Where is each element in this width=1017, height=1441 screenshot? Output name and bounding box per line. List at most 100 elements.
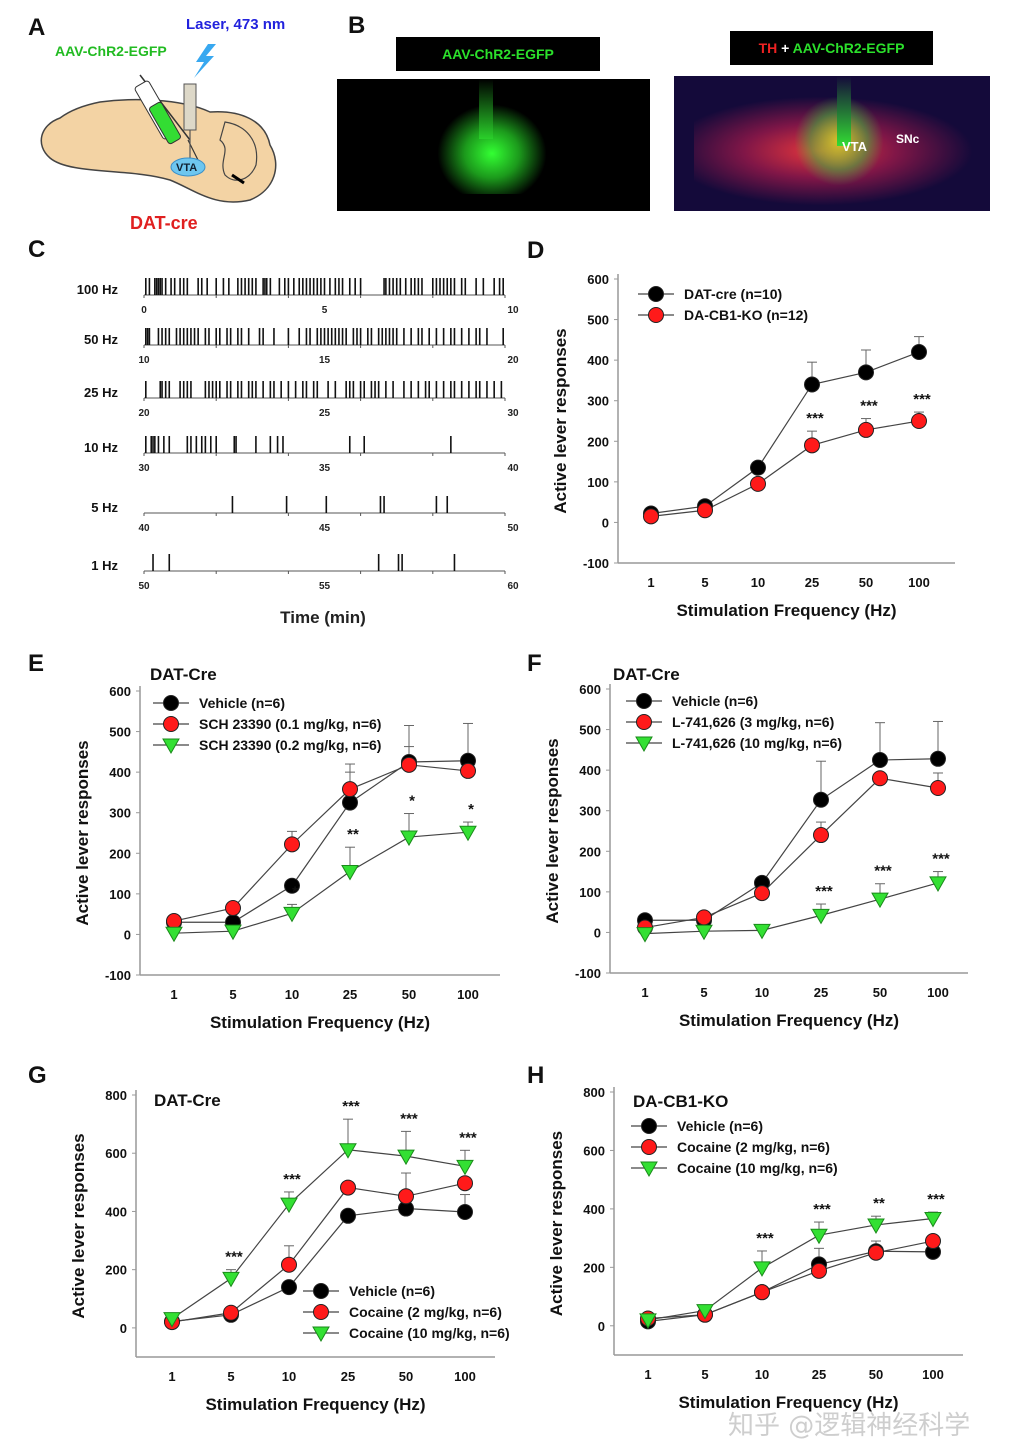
series-2 — [647, 1211, 938, 1321]
x-tick-label: 5 — [227, 1369, 234, 1384]
snc-image-label: SNc — [896, 132, 920, 146]
data-point — [695, 924, 713, 941]
series-line — [174, 760, 469, 923]
chart-panel-h: 0 200 400 600 800 1 5 10 25 50 100 Stimulation Freq… — [547, 1085, 963, 1412]
x-tick-label: 5 — [229, 987, 236, 1002]
y-tick-label: 0 — [594, 925, 601, 940]
legend: Vehicle (n=6) L-741,626 (3 mg/kg, n=6) L-7… — [626, 693, 842, 753]
raster-row-label: 5 Hz — [91, 500, 118, 515]
series-1 — [173, 746, 469, 922]
caption-plus: + — [777, 40, 793, 56]
caption-th: TH — [758, 40, 778, 56]
panel-letter-b: B — [348, 12, 366, 39]
data-point — [643, 508, 659, 525]
raster-tick-label: 25 — [319, 408, 331, 419]
series-0 — [650, 336, 924, 515]
data-point — [811, 1262, 827, 1279]
legend-marker — [312, 1326, 330, 1343]
x-tick-label: 50 — [873, 985, 887, 1000]
egfp-micrograph — [337, 79, 650, 211]
y-tick-label: 100 — [109, 887, 131, 902]
panel-letter-d: D — [527, 237, 545, 264]
legend-marker — [313, 1283, 329, 1299]
series-line — [647, 1240, 934, 1320]
y-tick-label: 0 — [598, 1319, 605, 1334]
series-line — [645, 758, 939, 921]
legend-marker — [163, 695, 179, 711]
y-tick-label: 400 — [583, 1202, 605, 1217]
y-axis-label: Active lever responses — [73, 740, 92, 925]
significance-marker: ** — [873, 1195, 885, 1212]
series-line — [647, 1250, 934, 1322]
chart-panel-g: 0 200 400 600 800 1 5 10 25 50 100 Stimulation Freq… — [69, 1088, 510, 1414]
significance-marker: * — [292, 883, 298, 900]
data-point — [911, 344, 927, 361]
panel-letter-f: F — [527, 650, 542, 677]
merged-micrograph: VTA SNc — [674, 76, 990, 211]
mouse-line-label: DAT-cre — [130, 213, 198, 233]
chart-title: DAT-Cre — [613, 665, 680, 684]
legend-marker — [635, 736, 653, 753]
x-axis-label: Stimulation Frequency (Hz) — [679, 1011, 899, 1030]
legend-marker — [641, 1118, 657, 1134]
data-point — [165, 926, 183, 943]
y-tick-label: 400 — [105, 1204, 127, 1219]
y-tick-label: 200 — [109, 846, 131, 861]
data-point — [225, 900, 241, 917]
x-axis-label: Stimulation Frequency (Hz) — [678, 1393, 898, 1412]
series-line — [647, 1217, 934, 1321]
data-point — [930, 750, 946, 767]
raster-tick-label: 20 — [138, 408, 150, 419]
y-axis-label: Active lever responses — [551, 328, 570, 513]
vta-label: VTA — [176, 162, 197, 174]
y-tick-label: 600 — [579, 682, 601, 697]
y-tick-label: 600 — [583, 1143, 605, 1158]
y-axis-label: Active lever responses — [543, 738, 562, 923]
raster-tick-label: 35 — [319, 463, 331, 474]
significance-marker: *** — [342, 1098, 360, 1115]
legend-label: L-741,626 (10 mg/kg, n=6) — [672, 735, 842, 751]
significance-marker: *** — [806, 410, 824, 427]
data-point — [223, 1304, 239, 1321]
legend-label: Vehicle (n=6) — [672, 693, 758, 709]
series-1 — [171, 1172, 466, 1323]
data-point — [340, 1179, 356, 1196]
data-point — [810, 1228, 828, 1245]
y-tick-label: 100 — [587, 475, 609, 490]
significance-marker: *** — [756, 1230, 774, 1247]
series-line — [171, 1149, 466, 1320]
raster-tick-label: 60 — [507, 581, 519, 592]
significance-marker: *** — [874, 863, 892, 880]
raster-tick-label: 30 — [507, 408, 519, 419]
y-tick-label: 800 — [583, 1085, 605, 1100]
data-point — [924, 1212, 942, 1228]
data-point — [284, 877, 300, 894]
panel-letter-h: H — [527, 1062, 545, 1089]
raster-row-label: 100 Hz — [77, 282, 119, 297]
y-tick-label: 0 — [120, 1321, 127, 1336]
x-tick-label: 10 — [751, 575, 765, 590]
y-tick-label: 600 — [109, 684, 131, 699]
data-point — [639, 1313, 657, 1329]
legend-marker — [163, 716, 179, 732]
data-point — [457, 1204, 473, 1221]
y-tick-label: 800 — [105, 1088, 127, 1103]
data-point — [813, 827, 829, 844]
y-tick-label: 500 — [587, 313, 609, 328]
x-tick-label: 5 — [701, 1367, 708, 1382]
series-line — [644, 882, 939, 935]
significance-marker: *** — [225, 1249, 243, 1266]
legend-label: Vehicle (n=6) — [199, 695, 285, 711]
legend: DAT-cre (n=10) DA-CB1-KO (n=12) — [638, 286, 808, 323]
data-point — [813, 791, 829, 808]
legend-marker — [162, 738, 180, 755]
x-tick-label: 10 — [285, 987, 299, 1002]
virus-label: AAV-ChR2-EGFP — [55, 43, 167, 59]
raster-tick-label: 50 — [138, 581, 150, 592]
x-tick-label: 50 — [859, 575, 873, 590]
raster-row-label: 25 Hz — [84, 385, 118, 400]
legend: Vehicle (n=6) Cocaine (2 mg/kg, n=6) Cocai… — [303, 1283, 510, 1343]
y-tick-label: 400 — [579, 763, 601, 778]
raster-tick-label: 45 — [319, 523, 331, 534]
